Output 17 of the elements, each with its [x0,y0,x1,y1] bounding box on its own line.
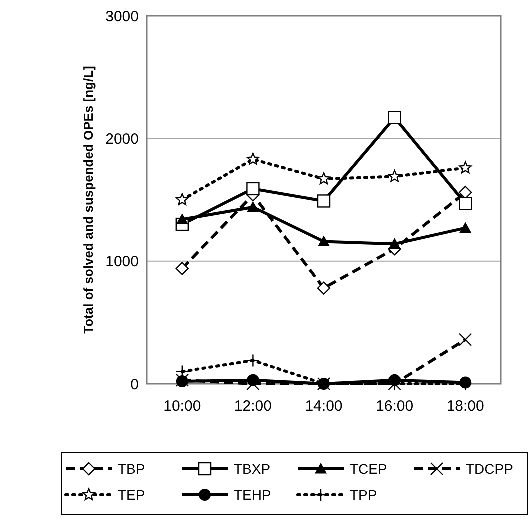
y-axis-title: Total of solved and suspended OPEs [ng/L] [81,66,96,334]
x-tick-label: 18:00 [446,398,484,415]
legend-label: TEP [118,486,146,503]
legend-label: TBXP [234,460,271,477]
x-tick-label: 10:00 [164,398,202,415]
x-tick-label: 14:00 [305,398,343,415]
legend-label: TCEP [350,460,388,477]
legend-label: TPP [350,486,378,503]
x-tick-label: 12:00 [234,398,272,415]
y-tick-label: 2000 [106,130,139,148]
legend-label: TDCPP [466,460,514,477]
legend-label: TEHP [234,486,272,503]
x-tick-label: 16:00 [376,398,414,415]
legend-label: TBP [118,460,146,477]
y-tick-label: 1000 [106,254,139,271]
y-tick-label: 3000 [106,8,139,26]
y-tick-label: 0 [130,376,139,394]
